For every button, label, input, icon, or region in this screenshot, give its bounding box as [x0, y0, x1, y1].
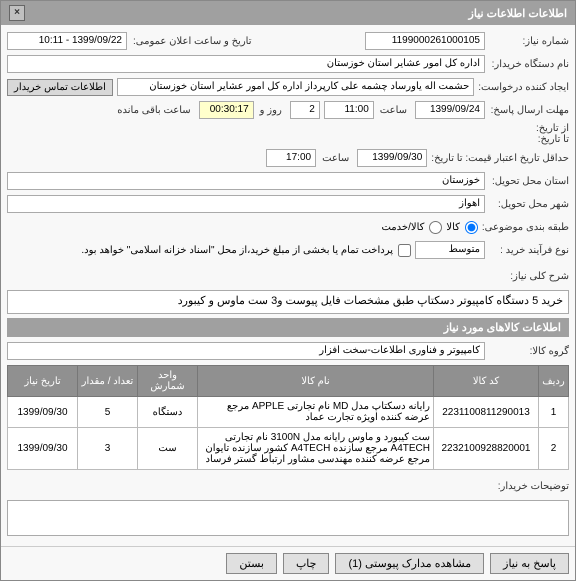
close-button[interactable]: بستن	[226, 553, 277, 574]
window-title: اطلاعات اطلاعات نیاز	[469, 7, 567, 20]
main-desc: خرید 5 دستگاه کامپیوتر دسکتاپ طبق مشخصات…	[7, 290, 569, 314]
category-goods-radio[interactable]	[465, 221, 478, 234]
contact-info-button[interactable]: اطلاعات تماس خریدار	[7, 79, 113, 96]
province: خوزستان	[7, 172, 485, 190]
col-unit: واحد شمارش	[138, 366, 198, 397]
category-goods: کالا	[446, 221, 478, 234]
close-icon[interactable]: ×	[9, 5, 25, 21]
buyer-org-label: نام دستگاه خریدار:	[489, 59, 569, 70]
countdown: 00:30:17	[199, 101, 254, 119]
validity-date: 1399/09/30	[357, 149, 427, 167]
buyer-org: اداره کل امور عشایر استان خوزستان	[7, 55, 485, 73]
need-number: 1199000261000105	[365, 32, 485, 50]
time-word-1: ساعت	[380, 105, 407, 116]
creator-label: ایجاد کننده درخواست:	[478, 82, 569, 93]
cell-code: 2231100811290013	[434, 397, 539, 428]
category-service-radio[interactable]	[429, 221, 442, 234]
table-row: 2 2232100928820001 ست کیبورد و ماوس رایا…	[8, 428, 569, 470]
col-code: کد کالا	[434, 366, 539, 397]
cell-name: رایانه دسکتاپ مدل MD نام تجارتی APPLE مر…	[198, 397, 434, 428]
cell-unit: دستگاه	[138, 397, 198, 428]
items-table: ردیف کد کالا نام کالا واحد شمارش تعداد /…	[7, 365, 569, 470]
creator: حشمت اله یاورساد چشمه علی کارپرداز اداره…	[117, 78, 474, 96]
process-value: متوسط	[415, 241, 485, 259]
footer-buttons: پاسخ به نیاز مشاهده مدارک پیوستی (1) چاپ…	[1, 546, 575, 580]
items-section-header: اطلاعات کالاهای مورد نیاز	[7, 318, 569, 337]
time-word-2: ساعت	[322, 153, 349, 164]
process-label: نوع فرآیند خرید :	[489, 245, 569, 256]
days-left: 2	[290, 101, 320, 119]
attachments-button[interactable]: مشاهده مدارک پیوستی (1)	[335, 553, 484, 574]
cell-qty: 5	[78, 397, 138, 428]
respond-button[interactable]: پاسخ به نیاز	[490, 553, 569, 574]
payment-note: پرداخت تمام یا بخشی از مبلغ خرید،از محل …	[81, 245, 393, 256]
table-row: 1 2231100811290013 رایانه دسکتاپ مدل MD …	[8, 397, 569, 428]
public-date: 1399/09/22 - 10:11	[7, 32, 127, 50]
need-info-window: اطلاعات اطلاعات نیاز × شماره نیاز: 11990…	[0, 0, 576, 581]
cell-date: 1399/09/30	[8, 397, 78, 428]
city-label: شهر محل تحویل:	[489, 199, 569, 210]
comments-label: توضیحات خریدار:	[489, 481, 569, 492]
day-word: روز و	[260, 105, 282, 116]
cell-row: 2	[539, 428, 569, 470]
payment-note-line: پرداخت تمام یا بخشی از مبلغ خرید،از محل …	[81, 244, 411, 257]
cell-date: 1399/09/30	[8, 428, 78, 470]
cell-code: 2232100928820001	[434, 428, 539, 470]
payment-checkbox[interactable]	[398, 244, 411, 257]
col-date: تاریخ نیاز	[8, 366, 78, 397]
public-date-label: تاریخ و ساعت اعلان عمومی:	[133, 36, 252, 47]
province-label: استان محل تحویل:	[489, 176, 569, 187]
group-value: کامپیوتر و فناوری اطلاعات-سخت افزار	[7, 342, 485, 360]
table-header-row: ردیف کد کالا نام کالا واحد شمارش تعداد /…	[8, 366, 569, 397]
comments-box	[7, 500, 569, 536]
cell-row: 1	[539, 397, 569, 428]
need-number-label: شماره نیاز:	[489, 36, 569, 47]
cell-qty: 3	[78, 428, 138, 470]
group-label: گروه کالا:	[489, 346, 569, 357]
deadline-time: 11:00	[324, 101, 374, 119]
col-qty: تعداد / مقدار	[78, 366, 138, 397]
cell-unit: ست	[138, 428, 198, 470]
category-label: طبقه بندی موضوعی:	[482, 222, 569, 233]
col-row: ردیف	[539, 366, 569, 397]
from-to-label: از تاریخ: تا تاریخ:	[489, 123, 569, 145]
form-section: شماره نیاز: 1199000261000105 تاریخ و ساع…	[1, 25, 575, 546]
print-button[interactable]: چاپ	[283, 553, 330, 574]
deadline-label: مهلت ارسال پاسخ:	[489, 105, 569, 116]
validity-label: حداقل تاریخ اعتبار قیمت: تا تاریخ:	[431, 153, 569, 164]
remain-label: ساعت باقی مانده	[117, 105, 190, 116]
col-name: نام کالا	[198, 366, 434, 397]
cell-name: ست کیبورد و ماوس رایانه مدل 3100N نام تج…	[198, 428, 434, 470]
city: اهواز	[7, 195, 485, 213]
deadline-date: 1399/09/24	[415, 101, 485, 119]
main-desc-label: شرح کلی نیاز:	[489, 271, 569, 282]
category-goods-label: کالا	[446, 222, 460, 233]
validity-time: 17:00	[266, 149, 316, 167]
window-header: اطلاعات اطلاعات نیاز ×	[1, 1, 575, 25]
category-service-label: کالا/خدمت	[381, 222, 424, 233]
category-service: کالا/خدمت	[381, 221, 442, 234]
